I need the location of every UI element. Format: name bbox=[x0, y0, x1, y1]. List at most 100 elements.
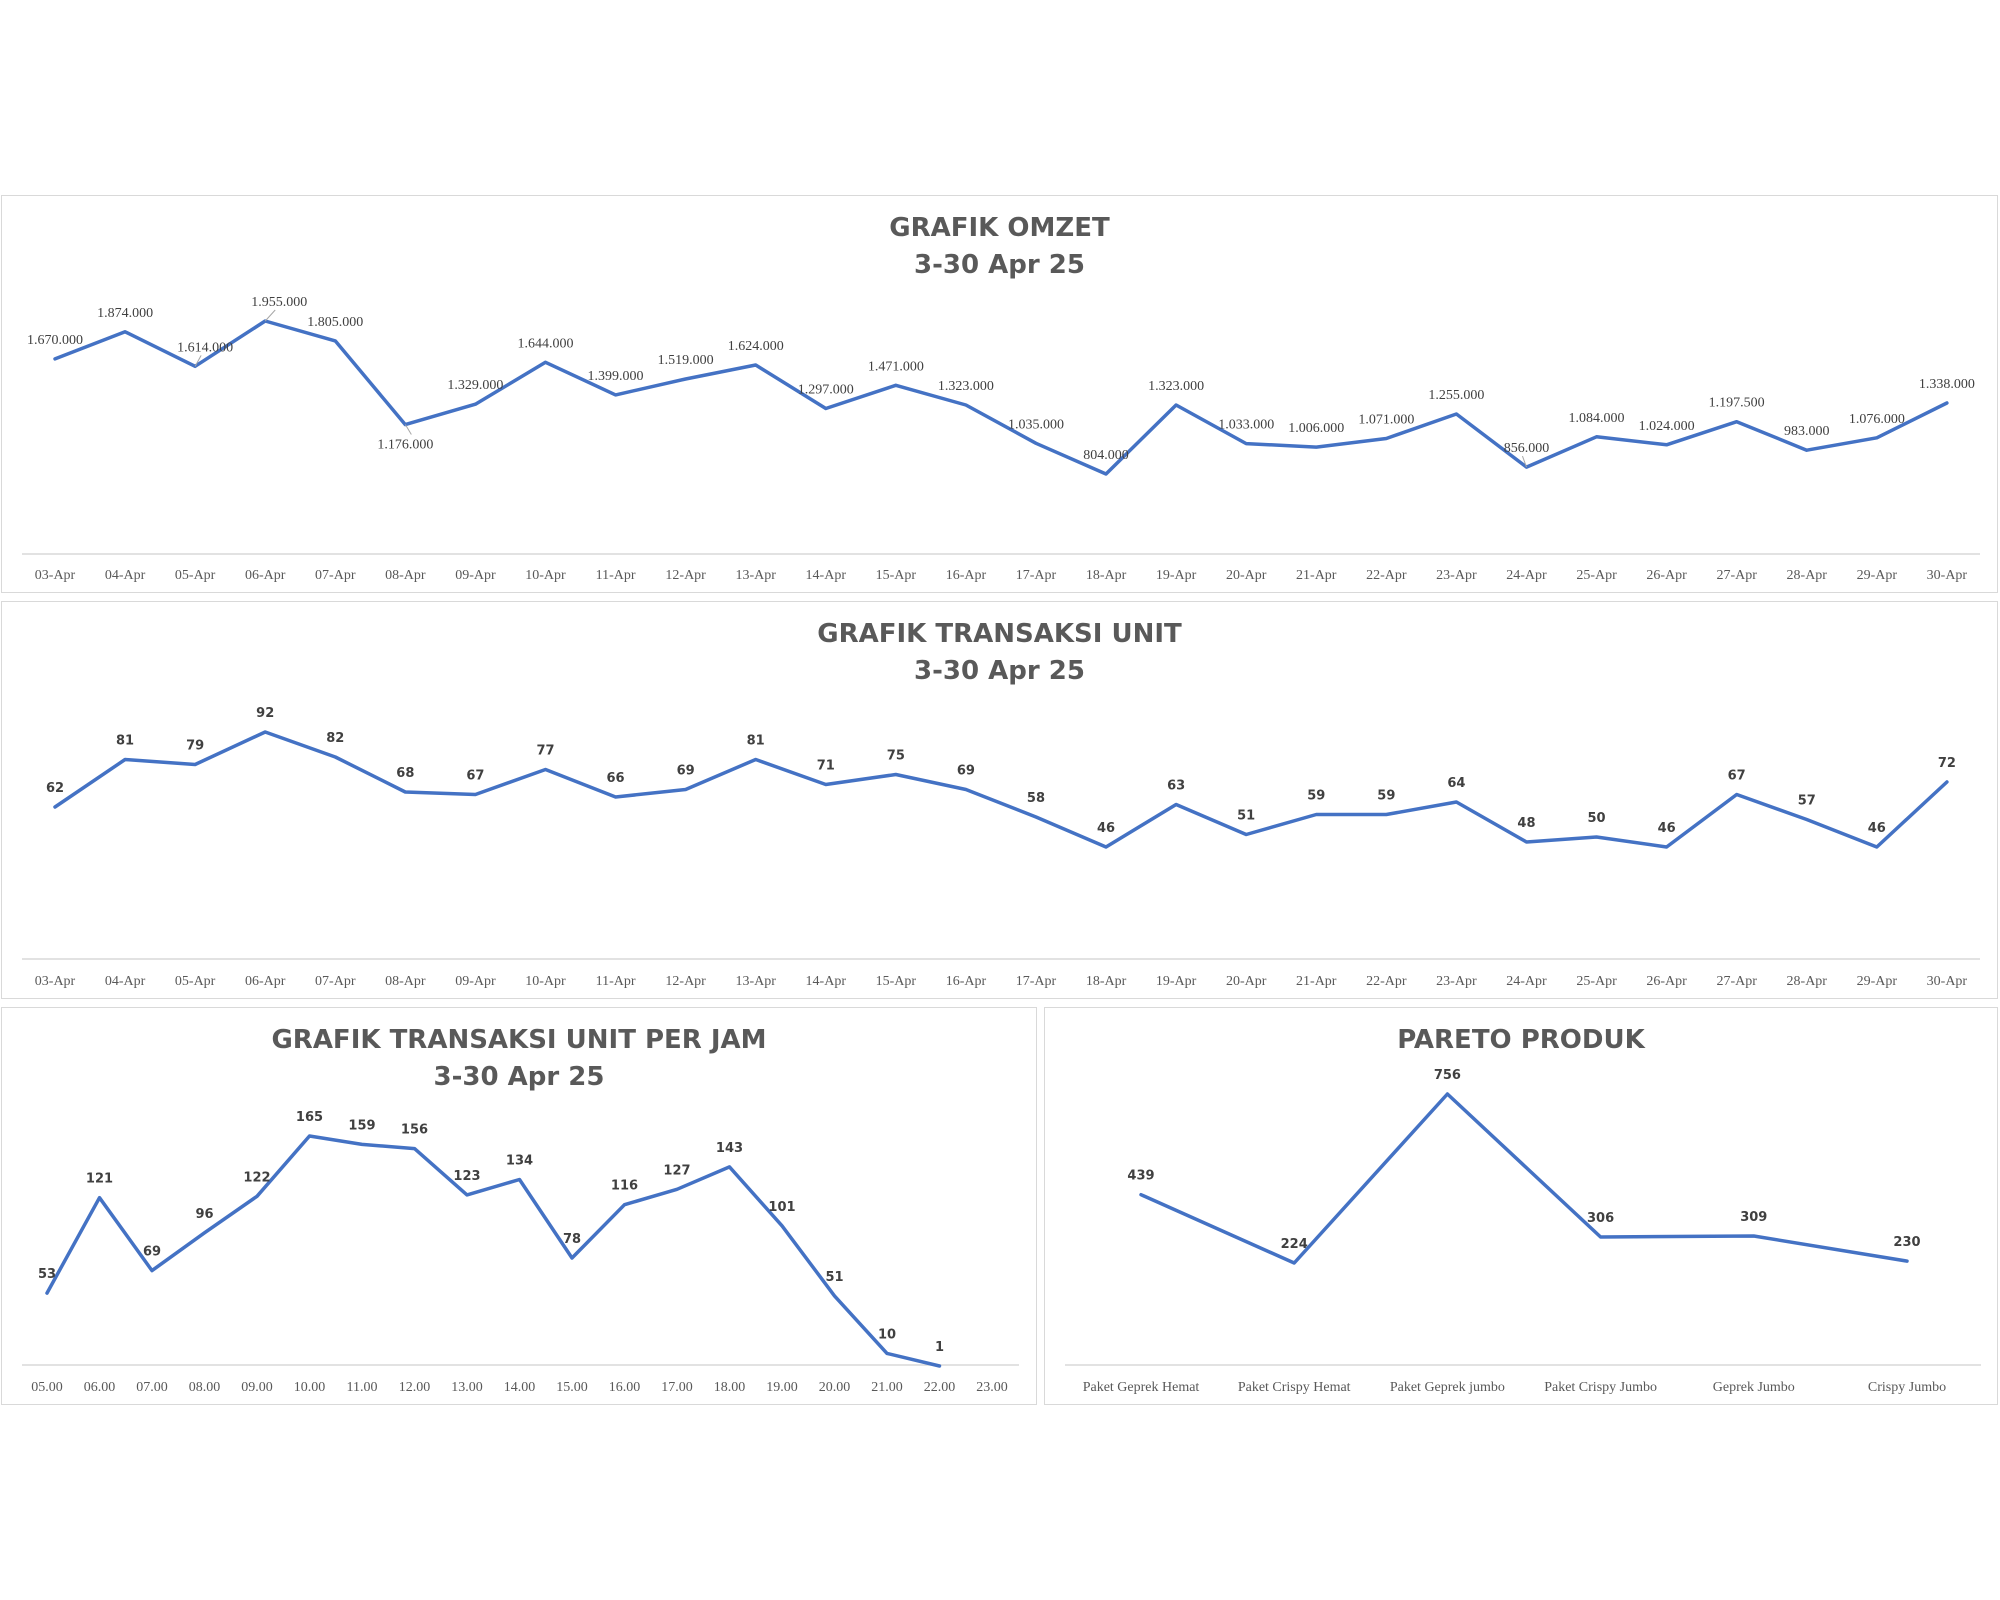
unit-line-chart: 6281 79928268 677766 69817175695846635159 59… bbox=[2, 602, 1999, 1000]
omzet-data-label: 1.519.000 bbox=[658, 353, 714, 368]
perjam-data-label: 165 bbox=[296, 1110, 323, 1125]
omzet-x-tick-label: 29-Apr bbox=[1857, 568, 1898, 583]
perjam-data-label: 51 bbox=[825, 1270, 843, 1285]
unit-x-tick-label: 11-Apr bbox=[596, 974, 636, 989]
perjam-data-label: 134 bbox=[506, 1153, 533, 1168]
omzet-data-label: 1.323.000 bbox=[938, 379, 994, 394]
omzet-data-label: 804.000 bbox=[1083, 448, 1129, 463]
omzet-data-label: 1.071.000 bbox=[1358, 413, 1414, 428]
omzet-data-label: 1.644.000 bbox=[517, 336, 573, 351]
pareto-data-label: 230 bbox=[1893, 1235, 1920, 1250]
omzet-x-tick-label: 17-Apr bbox=[1016, 568, 1057, 583]
unit-data-label: 50 bbox=[1587, 811, 1605, 826]
omzet-x-tick-label: 12-Apr bbox=[665, 568, 706, 583]
omzet-x-tick-label: 10-Apr bbox=[525, 568, 566, 583]
perjam-x-tick-label: 10.00 bbox=[294, 1380, 326, 1395]
unit-data-label: 69 bbox=[677, 764, 695, 779]
perjam-series-line bbox=[47, 1136, 940, 1366]
perjam-x-tick-label: 19.00 bbox=[766, 1380, 798, 1395]
pareto-x-tick-label: Geprek Jumbo bbox=[1713, 1380, 1795, 1395]
unit-data-label: 59 bbox=[1307, 789, 1325, 804]
pareto-x-tick-label: Paket Crispy Hemat bbox=[1238, 1380, 1351, 1395]
perjam-data-label: 78 bbox=[563, 1232, 581, 1247]
pareto-x-tick-label: Paket Geprek jumbo bbox=[1390, 1380, 1505, 1395]
omzet-x-tick-label: 11-Apr bbox=[596, 568, 636, 583]
unit-data-label: 67 bbox=[466, 769, 484, 784]
pareto-data-label: 439 bbox=[1127, 1169, 1154, 1184]
unit-x-tick-label: 16-Apr bbox=[946, 974, 987, 989]
omzet-data-label: 1.471.000 bbox=[868, 359, 924, 374]
omzet-data-label: 1.255.000 bbox=[1428, 388, 1484, 403]
perjam-data-label: 10 bbox=[878, 1327, 896, 1342]
omzet-data-label: 1.024.000 bbox=[1639, 419, 1695, 434]
perjam-x-tick-label: 14.00 bbox=[504, 1380, 536, 1395]
pareto-data-label: 306 bbox=[1587, 1211, 1614, 1226]
omzet-x-tick-label: 22-Apr bbox=[1366, 568, 1407, 583]
unit-data-label: 63 bbox=[1167, 779, 1185, 794]
omzet-line-chart: 1.670.0001.874.0001.614.0001.955.0001.80… bbox=[2, 196, 1999, 594]
unit-data-label: 62 bbox=[46, 781, 64, 796]
unit-x-tick-label: 22-Apr bbox=[1366, 974, 1407, 989]
unit-x-tick-label: 19-Apr bbox=[1156, 974, 1197, 989]
omzet-data-label: 1.338.000 bbox=[1919, 377, 1975, 392]
unit-data-label: 81 bbox=[747, 734, 765, 749]
unit-x-tick-label: 24-Apr bbox=[1506, 974, 1547, 989]
omzet-x-tick-label: 05-Apr bbox=[175, 568, 216, 583]
unit-data-label: 48 bbox=[1517, 816, 1535, 831]
perjam-data-label: 156 bbox=[401, 1123, 428, 1138]
perjam-x-tick-label: 15.00 bbox=[556, 1380, 588, 1395]
omzet-x-tick-label: 08-Apr bbox=[385, 568, 426, 583]
omzet-data-label: 1.006.000 bbox=[1288, 421, 1344, 436]
unit-data-label: 72 bbox=[1938, 756, 1956, 771]
omzet-data-label: 1.614.000 bbox=[177, 340, 233, 355]
unit-data-label: 59 bbox=[1377, 789, 1395, 804]
omzet-data-label: 1.624.000 bbox=[728, 339, 784, 354]
perjam-data-label: 159 bbox=[348, 1118, 375, 1133]
pareto-data-label: 756 bbox=[1434, 1068, 1461, 1083]
unit-data-label: 71 bbox=[817, 759, 835, 774]
perjam-x-tick-label: 06.00 bbox=[84, 1380, 116, 1395]
unit-x-tick-label: 25-Apr bbox=[1576, 974, 1617, 989]
unit-x-tick-label: 20-Apr bbox=[1226, 974, 1267, 989]
perjam-data-label: 143 bbox=[716, 1141, 743, 1156]
omzet-data-label: 1.176.000 bbox=[377, 438, 433, 453]
unit-data-label: 92 bbox=[256, 706, 274, 721]
omzet-x-tick-label: 16-Apr bbox=[946, 568, 987, 583]
unit-x-tick-label: 21-Apr bbox=[1296, 974, 1337, 989]
perjam-x-tick-label: 07.00 bbox=[136, 1380, 168, 1395]
unit-data-label: 67 bbox=[1728, 769, 1746, 784]
omzet-data-label: 1.197.500 bbox=[1709, 396, 1765, 411]
unit-x-tick-label: 07-Apr bbox=[315, 974, 356, 989]
perjam-x-tick-label: 11.00 bbox=[347, 1380, 378, 1395]
perjam-x-tick-label: 17.00 bbox=[661, 1380, 693, 1395]
unit-x-tick-label: 14-Apr bbox=[806, 974, 847, 989]
unit-x-tick-label: 30-Apr bbox=[1927, 974, 1968, 989]
perjam-x-tick-label: 09.00 bbox=[241, 1380, 273, 1395]
perjam-chart-panel: GRAFIK TRANSAKSI UNIT PER JAM 3-30 Apr 2… bbox=[1, 1007, 1037, 1405]
unit-x-tick-label: 13-Apr bbox=[735, 974, 776, 989]
perjam-data-label: 123 bbox=[453, 1169, 480, 1184]
unit-data-label: 64 bbox=[1447, 776, 1465, 791]
omzet-x-tick-label: 13-Apr bbox=[735, 568, 776, 583]
omzet-data-label: 1.805.000 bbox=[307, 315, 363, 330]
unit-x-tick-label: 04-Apr bbox=[105, 974, 146, 989]
omzet-x-tick-label: 18-Apr bbox=[1086, 568, 1127, 583]
omzet-data-label: 1.329.000 bbox=[447, 378, 503, 393]
unit-x-tick-label: 10-Apr bbox=[525, 974, 566, 989]
unit-data-label: 81 bbox=[116, 734, 134, 749]
pareto-x-tick-label: Crispy Jumbo bbox=[1868, 1380, 1946, 1395]
unit-x-tick-label: 28-Apr bbox=[1787, 974, 1828, 989]
omzet-data-label: 1.955.000 bbox=[251, 295, 307, 310]
omzet-label-leader bbox=[265, 310, 275, 321]
pareto-data-label: 309 bbox=[1740, 1210, 1767, 1225]
unit-data-label: 46 bbox=[1658, 821, 1676, 836]
unit-chart-panel: GRAFIK TRANSAKSI UNIT 3-30 Apr 25 62 81 79… bbox=[1, 601, 1998, 999]
perjam-data-label: 101 bbox=[768, 1200, 795, 1215]
perjam-x-tick-label: 22.00 bbox=[924, 1380, 956, 1395]
perjam-x-tick-label: 20.00 bbox=[819, 1380, 851, 1395]
perjam-data-label: 127 bbox=[663, 1163, 690, 1178]
unit-data-label: 57 bbox=[1798, 794, 1816, 809]
unit-data-label: 68 bbox=[396, 766, 414, 781]
unit-x-tick-label: 03-Apr bbox=[35, 974, 76, 989]
